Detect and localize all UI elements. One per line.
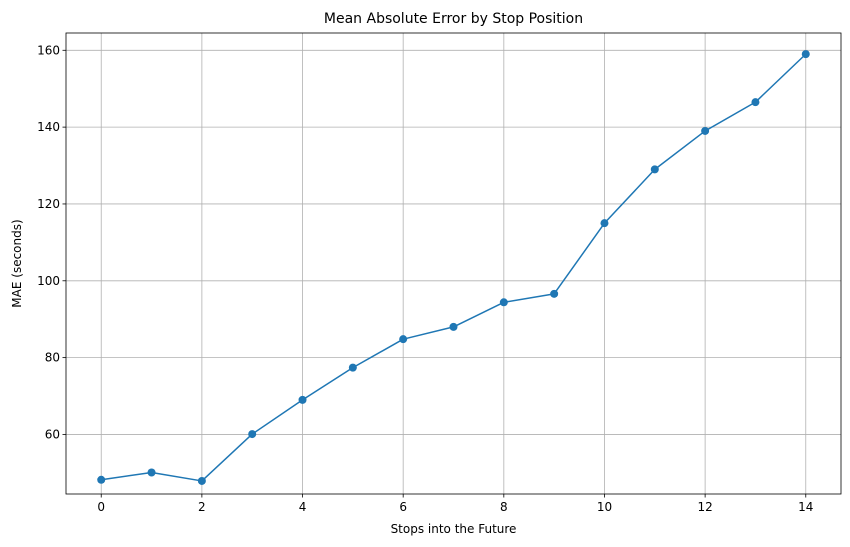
y-axis-label: MAE (seconds) <box>10 219 24 307</box>
chart-title: Mean Absolute Error by Stop Position <box>324 11 583 27</box>
data-point <box>197 476 206 485</box>
x-tick-label: 12 <box>697 500 712 514</box>
data-point <box>97 475 106 484</box>
data-point <box>248 430 257 439</box>
data-point <box>348 363 357 372</box>
data-point <box>701 126 710 135</box>
x-tick-label: 10 <box>597 500 612 514</box>
x-tick-label: 2 <box>198 500 206 514</box>
data-point <box>650 165 659 174</box>
grid <box>66 33 841 494</box>
y-tick-label: 100 <box>37 274 60 288</box>
data-point <box>600 219 609 228</box>
data-point <box>751 98 760 107</box>
ticks: 0 2 4 6 8 10 12 14 60 80 100 120 140 160 <box>37 43 813 514</box>
data-point <box>449 322 458 331</box>
plot-frame <box>65 32 842 495</box>
x-tick-label: 6 <box>399 500 407 514</box>
data-point <box>147 468 156 477</box>
data-point <box>298 395 307 404</box>
data-point <box>801 50 810 59</box>
y-tick-label: 140 <box>37 120 60 134</box>
data-point <box>499 298 508 307</box>
y-tick-label: 80 <box>45 351 60 365</box>
x-tick-label: 14 <box>798 500 813 514</box>
series-line <box>101 53 807 482</box>
data-point <box>399 335 408 344</box>
data-point <box>550 289 559 298</box>
y-tick-label: 60 <box>45 427 60 441</box>
y-tick-label: 160 <box>37 43 60 57</box>
x-tick-label: 0 <box>97 500 105 514</box>
y-tick-label: 120 <box>37 197 60 211</box>
x-tick-label: 8 <box>500 500 508 514</box>
series-layer <box>97 50 810 485</box>
x-tick-label: 4 <box>299 500 307 514</box>
x-axis-label: Stops into the Future <box>391 522 517 536</box>
